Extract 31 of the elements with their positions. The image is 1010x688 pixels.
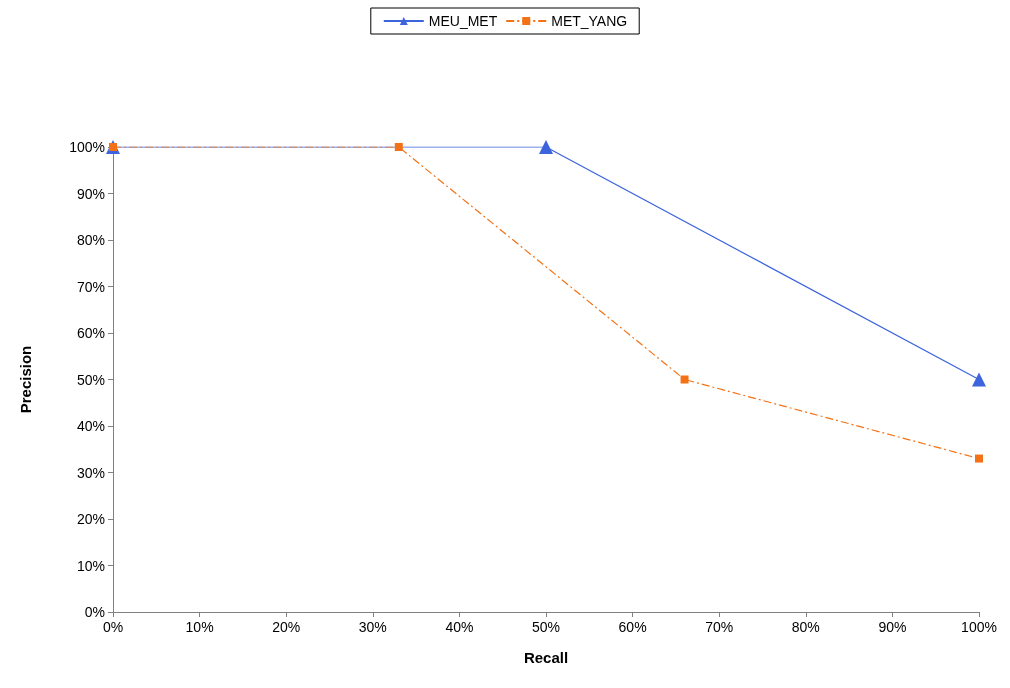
x-tick-label: 100% — [961, 619, 997, 635]
point — [972, 372, 986, 387]
y-tick-label: 30% — [76, 464, 105, 481]
y-axis-title: Precision — [17, 345, 34, 414]
y-tick-label: 50% — [76, 371, 105, 388]
point — [539, 140, 553, 154]
point — [975, 454, 983, 463]
point — [680, 375, 689, 384]
x-tick-label: 50% — [531, 619, 561, 635]
x-tick-label: 30% — [358, 619, 387, 635]
y-tick-label: 40% — [76, 418, 105, 434]
x-tick-label: 40% — [445, 619, 474, 635]
y-tick-label: 60% — [76, 325, 105, 341]
x-axis-title: Recall — [523, 649, 569, 666]
y-tick-label: 80% — [76, 232, 105, 248]
y-tick-label: 20% — [76, 511, 105, 527]
point — [394, 143, 403, 151]
x-tick-label: 20% — [272, 619, 301, 635]
y-tick-label: 10% — [76, 557, 105, 574]
x-tick-label: 90% — [878, 619, 907, 635]
x-tick-label: 0% — [102, 619, 124, 635]
legend-label: MEU_MET — [428, 13, 498, 29]
y-tick-label: 90% — [76, 185, 105, 202]
y-tick-label: 0% — [84, 604, 105, 620]
x-tick-label: 80% — [791, 619, 820, 635]
legend-label: MET_YANG — [551, 13, 628, 29]
y-tick-label: 100% — [69, 139, 105, 155]
x-tick-label: 10% — [185, 619, 214, 635]
x-tick-label: 60% — [618, 619, 647, 635]
x-tick-label: 70% — [705, 619, 734, 635]
y-tick-label: 70% — [76, 278, 105, 295]
